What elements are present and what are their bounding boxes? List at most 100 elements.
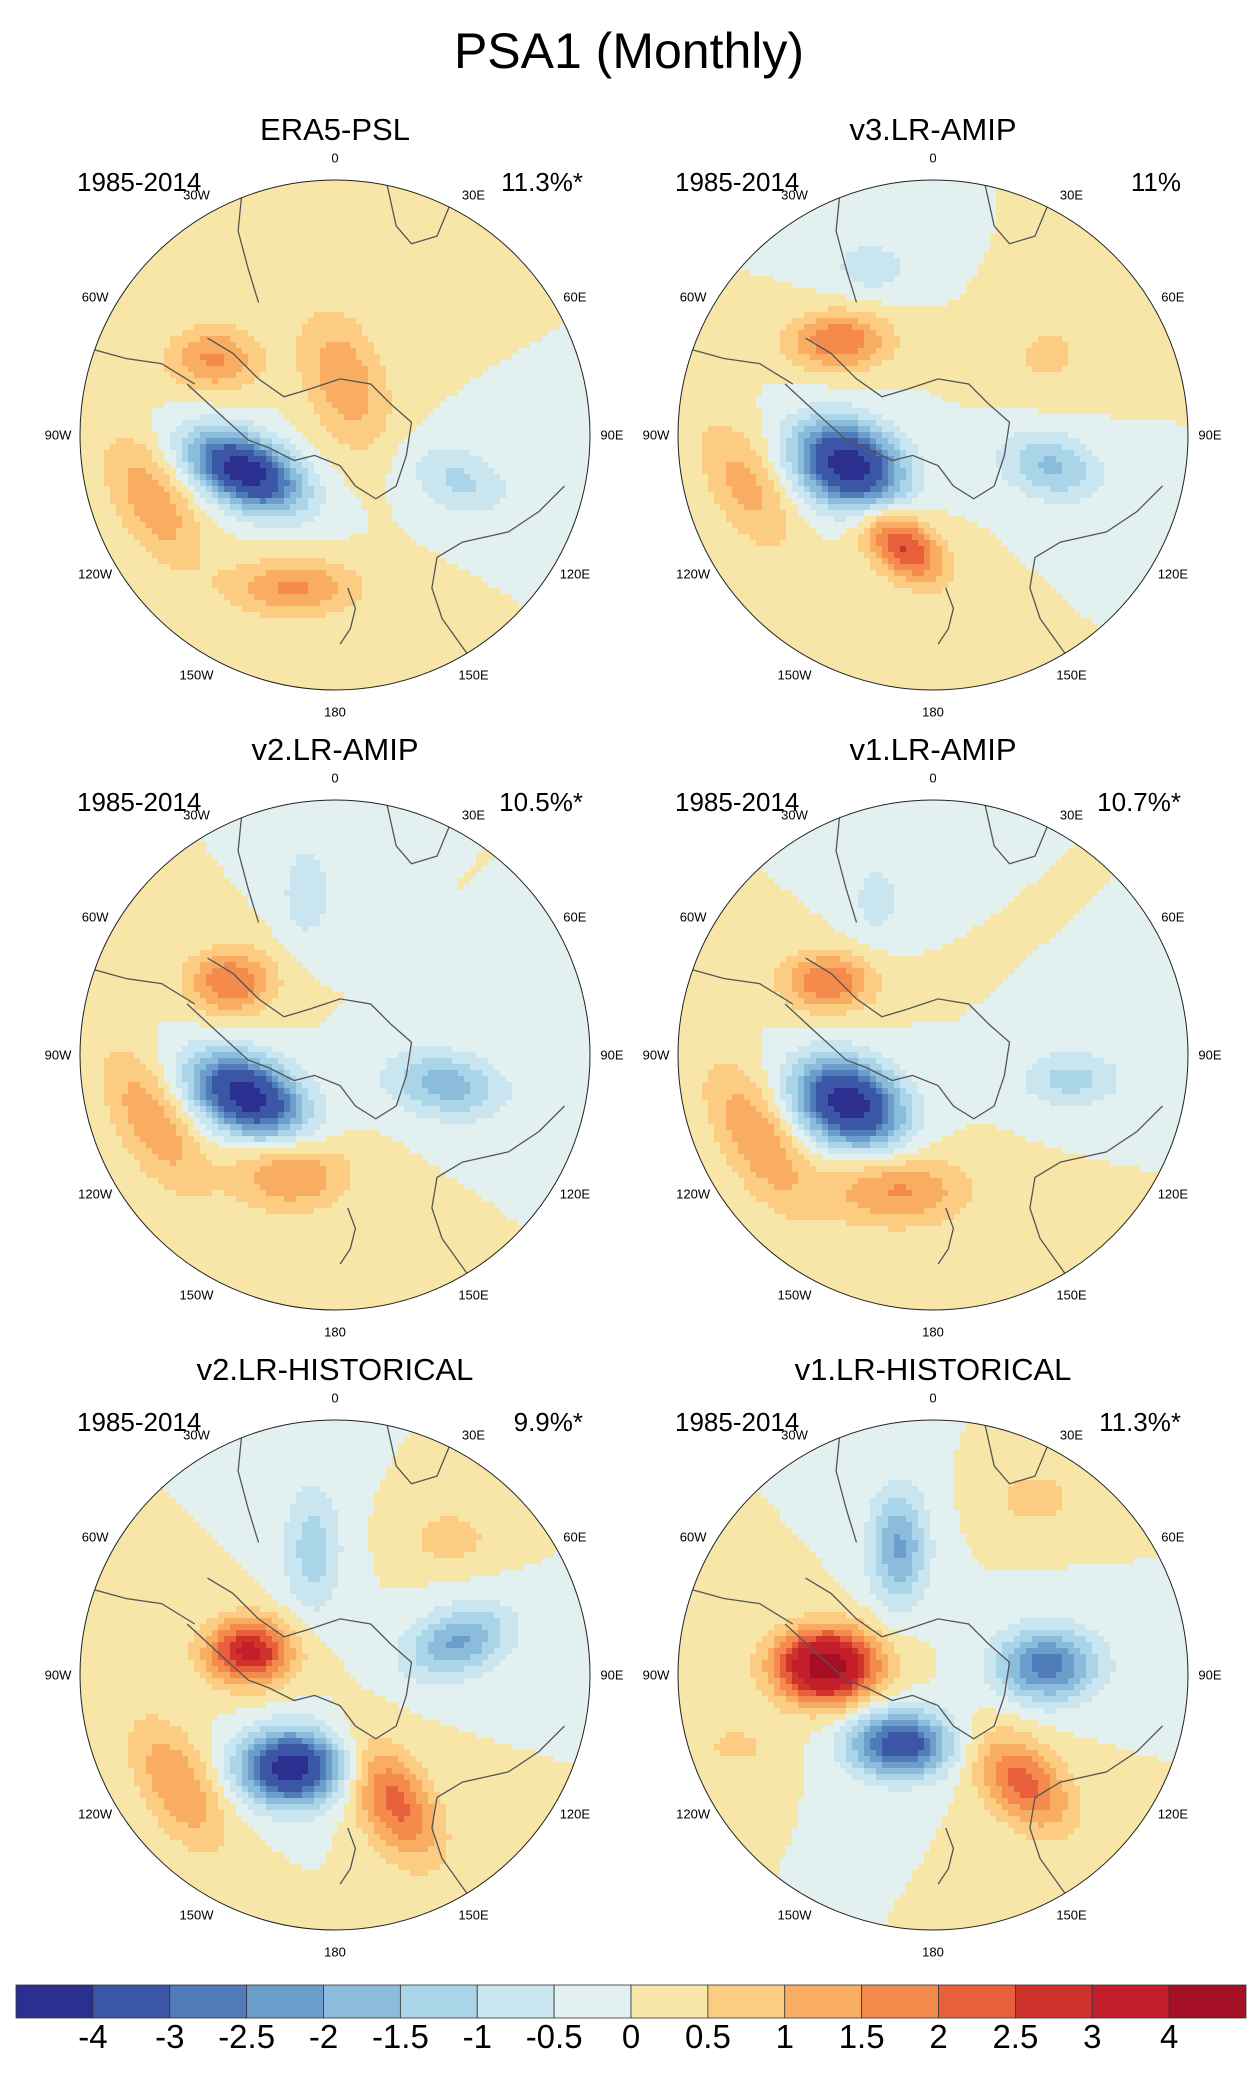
longitude-label: 120W: [78, 1806, 112, 1821]
period-label: 1985-2014: [675, 787, 799, 818]
colorbar-tick-label: -2.5: [218, 2018, 275, 2056]
map-border: [677, 1419, 1189, 1931]
longitude-label: 120E: [1158, 1806, 1188, 1821]
colorbar-tick-label: -1.5: [372, 2018, 429, 2056]
panel-title: v3.LR-AMIP: [673, 112, 1193, 148]
colorbar-swatch: [1014, 1984, 1093, 2019]
longitude-label: 90E: [1198, 1048, 1221, 1063]
panel-title: ERA5-PSL: [75, 112, 595, 148]
longitude-label: 90W: [45, 1668, 72, 1683]
longitude-label: 60E: [563, 289, 586, 304]
longitude-label: 120W: [676, 1806, 710, 1821]
explained-variance: 10.5%*: [443, 787, 583, 818]
map-border: [677, 179, 1189, 691]
polar-map-panel: [79, 1419, 591, 1931]
longitude-label: 60W: [680, 909, 707, 924]
colorbar: [15, 1984, 1247, 2019]
longitude-label: 180: [922, 1325, 944, 1340]
colorbar-tick-label: 2.5: [992, 2018, 1038, 2056]
longitude-label: 60E: [1161, 289, 1184, 304]
longitude-label: 30W: [781, 188, 808, 203]
colorbar-tick-label: 2: [929, 2018, 947, 2056]
longitude-label: 60E: [563, 909, 586, 924]
period-label: 1985-2014: [77, 1407, 201, 1438]
coastlines: [678, 800, 1163, 1310]
longitude-label: 0: [331, 1391, 338, 1406]
longitude-label: 150E: [458, 1907, 488, 1922]
longitude-label: 90E: [600, 1048, 623, 1063]
polar-map-panel: [677, 1419, 1189, 1931]
longitude-label: 90E: [1198, 428, 1221, 443]
explained-variance: 11.3%*: [1041, 1407, 1181, 1438]
longitude-label: 150W: [778, 1907, 812, 1922]
longitude-label: 90W: [643, 428, 670, 443]
colorbar-swatch: [399, 1984, 478, 2019]
colorbar-swatch: [246, 1984, 324, 2019]
contour-field: [678, 1420, 1188, 1930]
colorbar-tick-label: 3: [1083, 2018, 1101, 2056]
colorbar-tick-label: 1: [776, 2018, 794, 2056]
longitude-label: 90W: [45, 428, 72, 443]
longitude-label: 60E: [563, 1529, 586, 1544]
colorbar-swatch: [784, 1984, 863, 2019]
map-border: [677, 799, 1189, 1311]
longitude-label: 60E: [1161, 909, 1184, 924]
period-label: 1985-2014: [675, 167, 799, 198]
map-border: [79, 1419, 591, 1931]
longitude-label: 60W: [680, 1529, 707, 1544]
longitude-label: 0: [331, 771, 338, 786]
longitude-label: 120E: [560, 566, 590, 581]
contour-field: [80, 180, 590, 690]
longitude-label: 120W: [78, 1186, 112, 1201]
longitude-label: 120E: [1158, 566, 1188, 581]
colorbar-swatch: [169, 1984, 248, 2019]
longitude-label: 150E: [458, 1287, 488, 1302]
colorbar-swatch: [323, 1984, 401, 2019]
colorbar-tick-label: -2: [309, 2018, 338, 2056]
longitude-label: 90E: [1198, 1668, 1221, 1683]
explained-variance: 10.7%*: [1041, 787, 1181, 818]
panel-title: v1.LR-AMIP: [673, 732, 1193, 768]
coastlines: [678, 1420, 1163, 1930]
longitude-label: 30E: [462, 188, 485, 203]
longitude-label: 90E: [600, 1668, 623, 1683]
longitude-label: 0: [929, 151, 936, 166]
contour-field: [678, 180, 1188, 690]
contour-field: [678, 800, 1188, 1310]
longitude-label: 30W: [781, 1428, 808, 1443]
longitude-label: 30W: [183, 188, 210, 203]
colorbar-swatch: [476, 1984, 555, 2019]
colorbar-tick-label: 0: [622, 2018, 640, 2056]
colorbar-swatch: [861, 1984, 939, 2019]
polar-map-panel: [677, 179, 1189, 691]
longitude-label: 150W: [180, 1907, 214, 1922]
longitude-label: 120W: [676, 1186, 710, 1201]
explained-variance: 11.3%*: [443, 167, 583, 198]
explained-variance: 9.9%*: [443, 1407, 583, 1438]
map-border: [79, 799, 591, 1311]
longitude-label: 150E: [1056, 1907, 1086, 1922]
colorbar-tick-label: -4: [78, 2018, 107, 2056]
longitude-label: 150W: [778, 667, 812, 682]
polar-map-panel: [79, 799, 591, 1311]
longitude-label: 120E: [560, 1806, 590, 1821]
colorbar-tick-label: -0.5: [526, 2018, 583, 2056]
longitude-label: 180: [324, 705, 346, 720]
longitude-label: 150W: [778, 1287, 812, 1302]
colorbar-swatch: [938, 1984, 1016, 2019]
longitude-label: 30W: [183, 1428, 210, 1443]
longitude-label: 30E: [1060, 188, 1083, 203]
longitude-label: 150W: [180, 1287, 214, 1302]
longitude-label: 30W: [781, 808, 808, 823]
colorbar-swatch: [707, 1984, 786, 2019]
longitude-label: 0: [331, 151, 338, 166]
longitude-label: 60W: [680, 289, 707, 304]
explained-variance: 11%: [1041, 167, 1181, 198]
panel-title: v2.LR-HISTORICAL: [75, 1352, 595, 1388]
longitude-label: 90W: [643, 1668, 670, 1683]
longitude-label: 120W: [78, 566, 112, 581]
colorbar-swatch: [1091, 1984, 1170, 2019]
panel-title: v2.LR-AMIP: [75, 732, 595, 768]
polar-map-panel: [79, 179, 591, 691]
